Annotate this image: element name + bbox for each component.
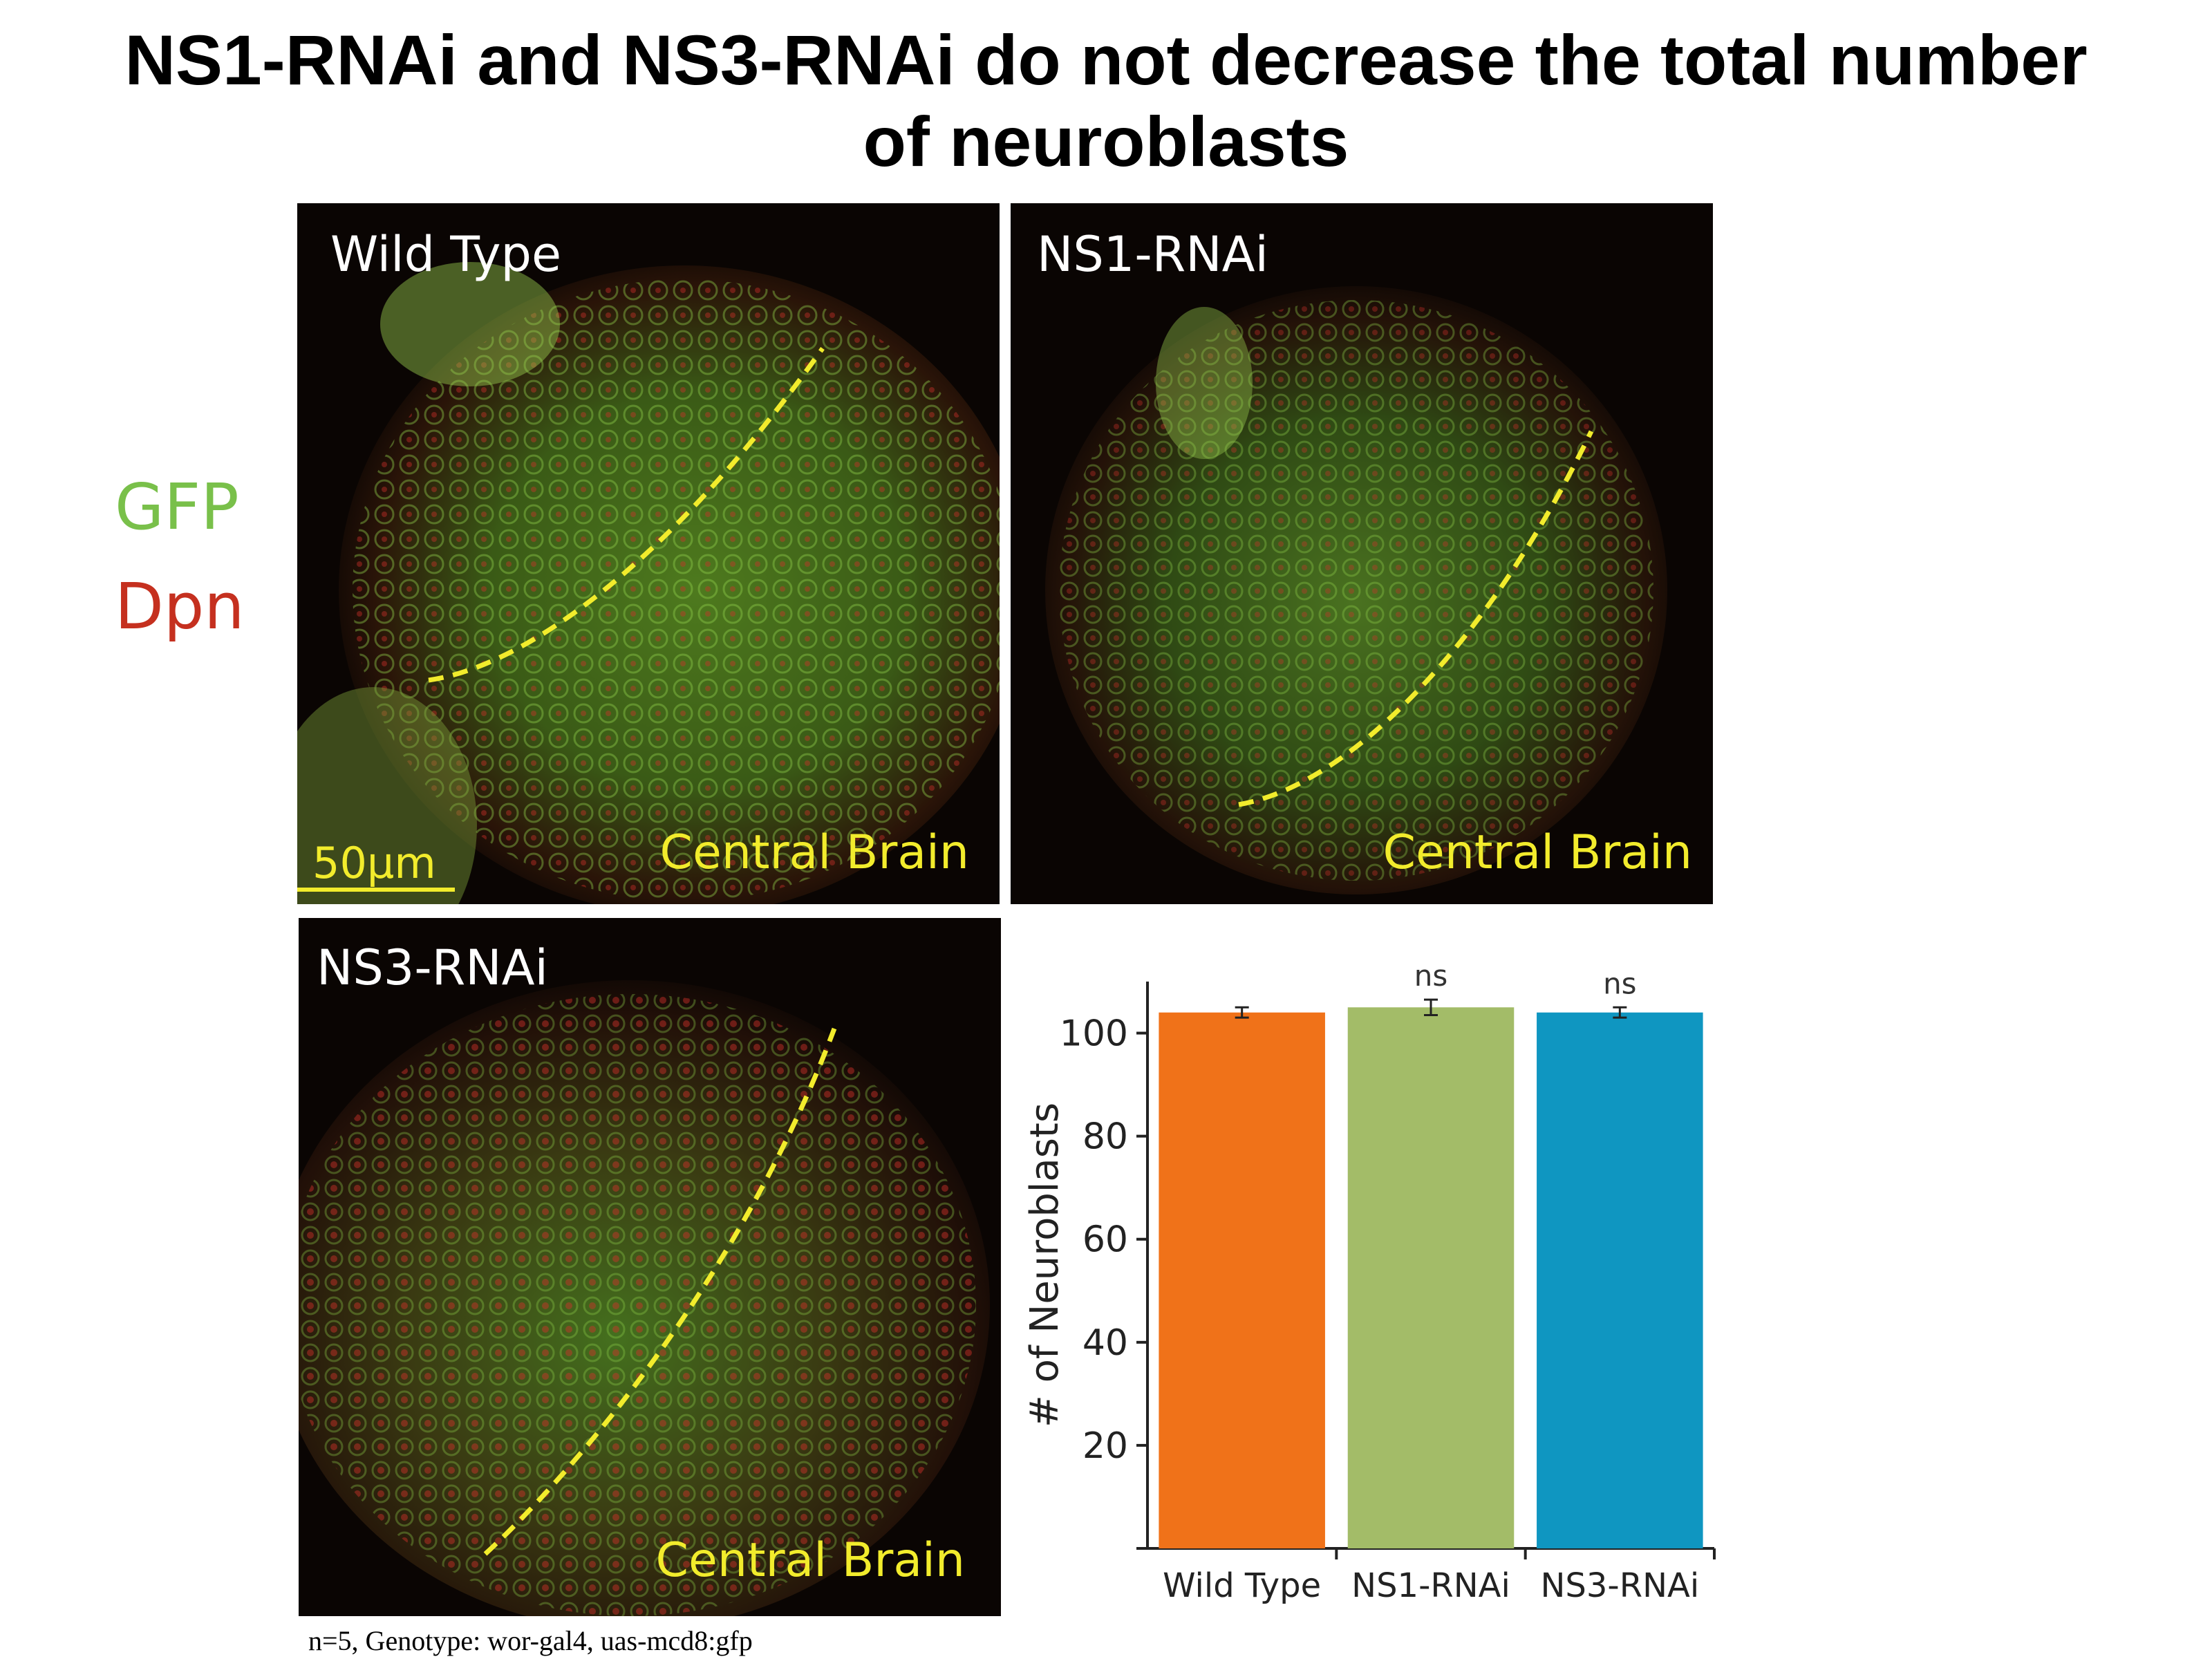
y-tick-label-60: 60 bbox=[1082, 1219, 1128, 1261]
micrograph-ns3-rnai: NS3-RNAi Central Brain bbox=[299, 918, 1001, 1616]
bar-1 bbox=[1347, 1007, 1515, 1548]
x-tick-label-0: Wild Type bbox=[1163, 1566, 1321, 1605]
scale-bar bbox=[297, 888, 455, 892]
scale-bar-label: 50µm bbox=[312, 838, 436, 888]
micrograph-wild-type: Wild Type Central Brain 50µm bbox=[297, 203, 1000, 904]
significance-label-2: ns bbox=[1603, 966, 1637, 1000]
micrograph-ns3-rnai-image bbox=[299, 980, 990, 1616]
region-label-ns3-rnai: Central Brain bbox=[655, 1533, 965, 1588]
neuroblast-count-chart-svg: 20 40 60 80 100 # of Neuroblasts Wild Type ns NS… bbox=[1022, 959, 1716, 1605]
micrograph-ns1-rnai-image bbox=[1045, 286, 1667, 894]
micrograph-ns1-rnai: NS1-RNAi Central Brain bbox=[1011, 203, 1713, 904]
legend-dpn: Dpn bbox=[115, 570, 245, 644]
neuroblast-count-chart: 20 40 60 80 100 # of Neuroblasts Wild Type ns NS… bbox=[1009, 954, 1742, 1618]
bar-2 bbox=[1537, 1012, 1703, 1548]
slide-title-line-2: of neuroblasts bbox=[863, 102, 1349, 181]
x-tick-label-2: NS3-RNAi bbox=[1540, 1566, 1699, 1605]
slide-title: NS1-RNAi and NS3-RNAi do not decrease th… bbox=[0, 19, 2212, 182]
panel-label-ns1-rnai: NS1-RNAi bbox=[1037, 226, 1268, 283]
region-label-wild-type: Central Brain bbox=[659, 825, 969, 880]
region-label-ns1-rnai: Central Brain bbox=[1382, 825, 1692, 880]
footnote: n=5, Genotype: wor-gal4, uas-mcd8:gfp bbox=[308, 1625, 753, 1656]
y-tick-label-100: 100 bbox=[1060, 1013, 1128, 1055]
y-tick-label-40: 40 bbox=[1082, 1322, 1128, 1364]
y-tick-label-20: 20 bbox=[1082, 1425, 1128, 1467]
y-axis-label: # of Neuroblasts bbox=[1022, 1103, 1067, 1427]
bar-0 bbox=[1159, 1012, 1325, 1548]
significance-label-1: ns bbox=[1414, 959, 1448, 993]
y-tick-label-80: 80 bbox=[1082, 1116, 1128, 1158]
panel-label-ns3-rnai: NS3-RNAi bbox=[317, 939, 548, 996]
slide-title-line-1: NS1-RNAi and NS3-RNAi do not decrease th… bbox=[124, 21, 2088, 100]
x-tick-label-1: NS1-RNAi bbox=[1351, 1566, 1510, 1605]
micrograph-wild-type-image bbox=[297, 262, 1000, 904]
panel-label-wild-type: Wild Type bbox=[330, 226, 562, 283]
legend-gfp: GFP bbox=[115, 470, 239, 544]
